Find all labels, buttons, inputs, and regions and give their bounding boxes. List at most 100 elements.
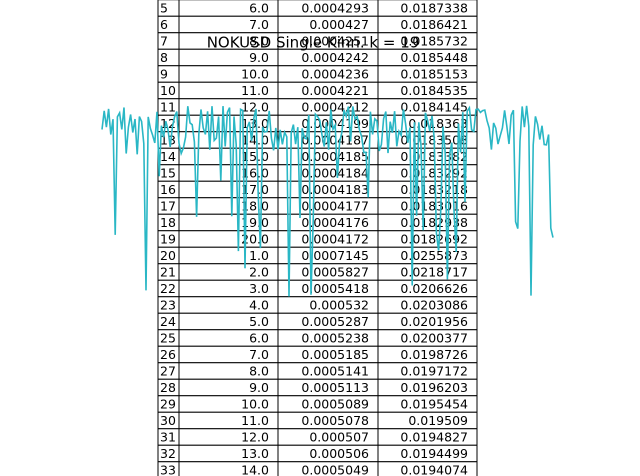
cell-text: 0.0005141 bbox=[301, 364, 369, 379]
cell-text: 0.0004242 bbox=[301, 50, 369, 65]
cell-text: 0.000506 bbox=[309, 446, 369, 461]
cell-text: 0.0196203 bbox=[400, 380, 468, 395]
cell-text: 21 bbox=[160, 265, 176, 280]
cell-text: 17.0 bbox=[241, 182, 269, 197]
cell-text: 0.019509 bbox=[408, 413, 468, 428]
cell-text: 0.0004212 bbox=[301, 100, 369, 115]
cell-text: 0.0005089 bbox=[301, 397, 369, 412]
cell-text: 31 bbox=[160, 430, 176, 445]
cell-text: 0.0007145 bbox=[301, 248, 369, 263]
cell-text: 0.0184145 bbox=[400, 100, 468, 115]
cell-text: 12.0 bbox=[241, 100, 269, 115]
cell-text: 9.0 bbox=[249, 50, 269, 65]
cell-text: 0.0004177 bbox=[301, 199, 369, 214]
cell-text: 28 bbox=[160, 380, 176, 395]
cell-text: 0.0194499 bbox=[400, 446, 468, 461]
cell-text: 0.000427 bbox=[309, 17, 369, 32]
cell-text: 0.0184535 bbox=[400, 83, 468, 98]
cell-text: 27 bbox=[160, 364, 176, 379]
cell-text: 15.0 bbox=[241, 149, 269, 164]
cell-text: 25 bbox=[160, 331, 176, 346]
cell-text: 0.0005418 bbox=[301, 281, 369, 296]
cell-text: 8.0 bbox=[249, 364, 269, 379]
cell-text: 0.0004172 bbox=[301, 232, 369, 247]
cell-text: 20.0 bbox=[241, 232, 269, 247]
cell-text: 0.018363 bbox=[408, 116, 468, 131]
cell-text: 1.0 bbox=[249, 248, 269, 263]
cell-text: 0.000507 bbox=[309, 430, 369, 445]
cell-text: 0.0005238 bbox=[301, 331, 369, 346]
cell-text: 9 bbox=[160, 67, 168, 82]
cell-text: 14.0 bbox=[241, 133, 269, 148]
cell-text: 0.0005078 bbox=[301, 413, 369, 428]
cell-text: 14.0 bbox=[241, 463, 269, 476]
cell-text: 16 bbox=[160, 182, 176, 197]
cell-text: 13.0 bbox=[241, 446, 269, 461]
cell-text: 4.0 bbox=[249, 298, 269, 313]
table-cell bbox=[377, 461, 478, 476]
cell-text: 15 bbox=[160, 166, 176, 181]
cell-text: 9.0 bbox=[249, 380, 269, 395]
cell-text: 7.0 bbox=[249, 17, 269, 32]
cell-text: 0.000532 bbox=[309, 298, 369, 313]
cell-text: 0.0004251 bbox=[301, 34, 369, 49]
cell-text: 0.0004176 bbox=[301, 215, 369, 230]
cell-text: 0.0198726 bbox=[400, 347, 468, 362]
cell-text: 12.0 bbox=[241, 430, 269, 445]
cell-text: 0.0201956 bbox=[400, 314, 468, 329]
cell-text: 0.0185153 bbox=[400, 67, 468, 82]
cell-text: 29 bbox=[160, 397, 176, 412]
cell-text: 0.0182938 bbox=[400, 215, 468, 230]
cell-text: 0.0218717 bbox=[400, 265, 468, 280]
cell-text: 11.0 bbox=[241, 83, 269, 98]
cell-text: 6.0 bbox=[249, 331, 269, 346]
cell-text: 0.0005049 bbox=[301, 463, 369, 476]
cell-text: 16.0 bbox=[241, 166, 269, 181]
cell-text: 0.0004293 bbox=[301, 1, 369, 16]
cell-text: 0.0004236 bbox=[301, 67, 369, 82]
cell-text: 11 bbox=[160, 100, 176, 115]
cell-text: 10 bbox=[160, 83, 176, 98]
cell-text: 6 bbox=[160, 17, 168, 32]
cell-text: 0.0194827 bbox=[400, 430, 468, 445]
cell-text: 3.0 bbox=[249, 281, 269, 296]
cell-text: 0.0005113 bbox=[301, 380, 369, 395]
cell-text: 2.0 bbox=[249, 265, 269, 280]
cell-text: 0.0185448 bbox=[400, 50, 468, 65]
cell-text: 14 bbox=[160, 149, 176, 164]
cell-text: 7 bbox=[160, 34, 168, 49]
cell-text: 0.0195454 bbox=[400, 397, 468, 412]
cell-text: 0.0197172 bbox=[400, 364, 468, 379]
cell-text: 20 bbox=[160, 248, 176, 263]
cell-text: 8.0 bbox=[249, 34, 269, 49]
cell-text: 11.0 bbox=[241, 413, 269, 428]
cell-text: 32 bbox=[160, 446, 176, 461]
cell-text: 0.0182692 bbox=[400, 232, 468, 247]
cell-text: 0.0004183 bbox=[301, 182, 369, 197]
cell-text: 18.0 bbox=[241, 199, 269, 214]
cell-text: 17 bbox=[160, 199, 176, 214]
cell-text: 24 bbox=[160, 314, 176, 329]
cell-text: 8 bbox=[160, 50, 168, 65]
cell-text: 19 bbox=[160, 232, 176, 247]
table: 5 6.0 0.0004293 0.0187338 6 7.0 0.000427 0.0186… bbox=[157, 0, 478, 476]
cell-text: 0.0187338 bbox=[400, 1, 468, 16]
cell-text: 23 bbox=[160, 298, 176, 313]
cell-text: 22 bbox=[160, 281, 176, 296]
cell-text: 10.0 bbox=[241, 397, 269, 412]
cell-text: 26 bbox=[160, 347, 176, 362]
chart-title: NOKUSD Single Kinn. k = 19 bbox=[207, 34, 420, 52]
cell-text: 0.0185732 bbox=[400, 34, 468, 49]
cell-text: 0.0005185 bbox=[301, 347, 369, 362]
cell-text: 0.0200377 bbox=[400, 331, 468, 346]
cell-text: 33 bbox=[160, 463, 176, 476]
cell-text: 5.0 bbox=[249, 314, 269, 329]
series-line bbox=[101, 105, 554, 297]
cell-text: 0.0005287 bbox=[301, 314, 369, 329]
cell-text: 30 bbox=[160, 413, 176, 428]
cell-text: 18 bbox=[160, 215, 176, 230]
cell-text: 19.0 bbox=[241, 215, 269, 230]
cell-text: 0.0194074 bbox=[400, 463, 468, 476]
cell-text: 0.0004221 bbox=[301, 83, 369, 98]
